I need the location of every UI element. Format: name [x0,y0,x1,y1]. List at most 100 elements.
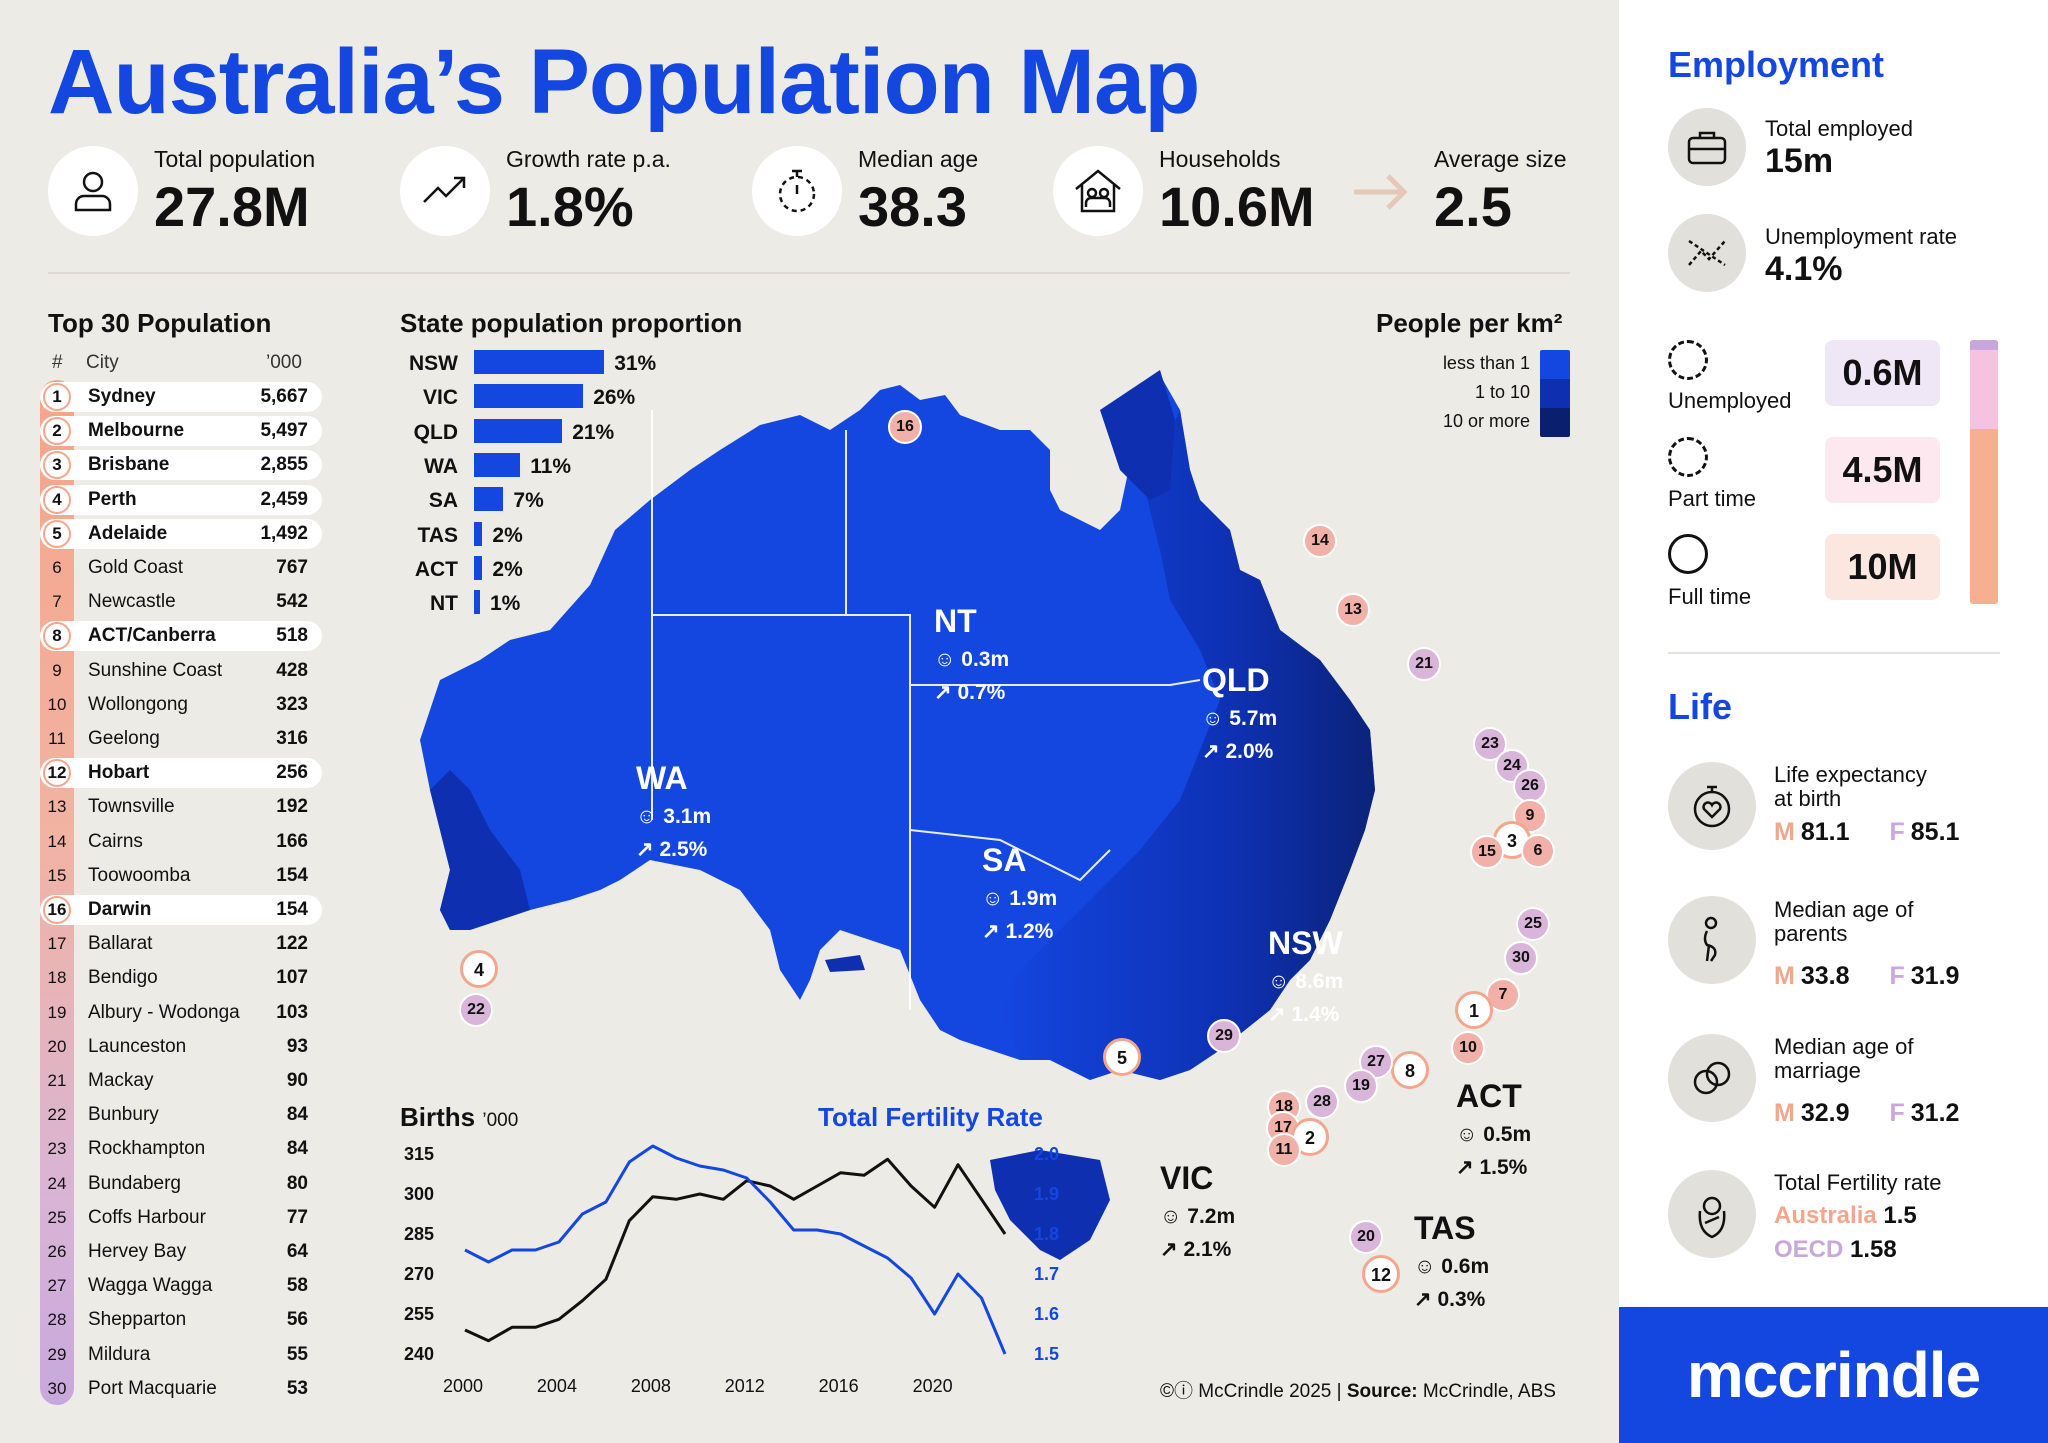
state-pop-line: ☺ 0.6m [1414,1255,1490,1278]
state-pop: 0.3m [961,648,1010,671]
city-marker[interactable]: 14 [1303,524,1337,558]
city-marker[interactable]: 1 [1455,991,1493,1029]
city-population: 90 [286,1070,308,1091]
median-age-parents-label-2: parents [1774,921,1848,946]
city-marker[interactable]: 4 [460,950,498,988]
city-marker[interactable]: 19 [1344,1069,1378,1103]
trend-up-icon [400,146,490,236]
state-name: NSW [1268,925,1343,961]
employment-stack-bar [1970,340,1998,604]
row-highlight [40,518,322,549]
state-pct: 7% [513,489,544,513]
city-marker[interactable]: 21 [1407,647,1441,681]
life-title: Life [1668,686,1733,727]
city-marker[interactable]: 22 [459,993,493,1027]
city-marker[interactable]: 9 [1513,799,1547,833]
table-row: 8 ACT/Canberra 518 [40,621,322,652]
city-marker[interactable]: 11 [1267,1133,1301,1167]
female-value: 85.1 [1910,818,1960,846]
legend-item: less than 1 [1380,350,1570,379]
table-row: 24 Bundaberg 80 [40,1169,322,1199]
legend-swatch [1540,379,1570,408]
table-row: 20 Launceston 93 [40,1032,322,1062]
city-population: 77 [286,1206,308,1228]
state-growth-line: ↗ 0.3% [1414,1288,1486,1311]
city-population: 55 [286,1343,308,1365]
stat-value: 38.3 [858,175,967,238]
state-pop: 3.1m [663,805,712,828]
state-code: VIC [422,386,458,410]
unemployed-label: Unemployed [1668,388,1792,413]
city-population: 84 [286,1138,308,1160]
city-marker[interactable]: 7 [1486,978,1520,1012]
table-row: 28 Shepparton 56 [40,1305,322,1335]
rank-number: 9 [52,660,62,680]
table-row: 23 Rockhampton 84 [40,1134,322,1164]
city-marker[interactable]: 28 [1305,1085,1339,1119]
city-population: 58 [286,1275,308,1297]
female-value: 31.2 [1910,1099,1960,1127]
house-icon [1053,146,1143,236]
city-marker[interactable]: 30 [1504,941,1538,975]
rank-number: 21 [47,1071,67,1090]
male-value: 81.1 [1800,818,1850,846]
births-unit: ’000 [482,1110,519,1131]
x-tick: 2008 [631,1376,671,1396]
row-highlight [40,416,322,447]
x-tick: 2000 [443,1376,483,1396]
city-marker[interactable]: 24 [1495,749,1529,783]
city-marker[interactable]: 8 [1391,1051,1429,1089]
table-row: 1 Sydney 5,667 [40,382,322,412]
rank-number: 10 [47,694,67,714]
state-pop: 0.5m [1483,1123,1532,1146]
row-highlight [40,1340,322,1370]
stat-label: Average size [1434,146,1567,172]
table-row: 18 Bendigo 107 [40,963,322,993]
state-pop: 5.7m [1229,707,1278,730]
city-marker[interactable]: 5 [1103,1038,1141,1076]
city-name: Newcastle [88,591,176,613]
city-marker[interactable]: 10 [1451,1031,1485,1065]
city-name: Melbourne [88,420,185,442]
state-name: VIC [1160,1160,1214,1196]
y-left-tick: 270 [404,1264,434,1284]
state-bar [474,487,504,512]
city-marker[interactable]: 6 [1521,834,1555,868]
y-right-tick: 1.5 [1034,1344,1059,1364]
city-marker[interactable]: 13 [1336,593,1370,627]
row-highlight [40,484,322,515]
table-row: 19 Albury - Wodonga 103 [40,998,322,1028]
female-letter: F [1889,1099,1905,1127]
city-name: Darwin [88,899,152,920]
state-growth-line: ↗ 0.7% [934,681,1006,704]
city-marker[interactable]: 15 [1470,835,1504,869]
legend-label: 10 or more [1442,411,1530,431]
city-marker[interactable]: 12 [1362,1255,1400,1293]
city-marker[interactable]: 20 [1349,1220,1383,1254]
city-population: 2,459 [260,488,308,510]
city-name: Wagga Wagga [88,1275,213,1297]
city-marker[interactable]: 29 [1207,1019,1241,1053]
state-bar [474,418,563,443]
state-growth: 1.4% [1291,1003,1340,1026]
life-expectancy-values: M 81.1 F 85.1 [1774,818,1959,847]
stat-value: 2.5 [1434,175,1512,238]
state-code: SA [428,489,458,513]
rank-number: 5 [43,519,71,548]
city-marker[interactable]: 23 [1473,727,1507,761]
divider [48,272,1570,274]
city-name: Bendigo [88,967,158,989]
row-highlight [40,382,322,412]
rank-number: 28 [47,1310,67,1330]
female-letter: F [1889,818,1905,846]
city-name: Rockhampton [88,1138,206,1160]
city-marker[interactable]: 26 [1513,769,1547,803]
state-label-tas: TAS ☺ 0.6m ↗ 0.3% [1414,1210,1489,1312]
city-name: Launceston [88,1035,187,1057]
unemployment-rate-label: Unemployment rate [1765,224,1957,249]
city-name: Port Macquarie [88,1377,217,1399]
median-age-marriage-label-1: Median age of [1774,1034,1914,1059]
city-marker[interactable]: 25 [1516,907,1550,941]
city-marker[interactable]: 16 [888,410,922,444]
tasmania-shape [990,1150,1110,1260]
